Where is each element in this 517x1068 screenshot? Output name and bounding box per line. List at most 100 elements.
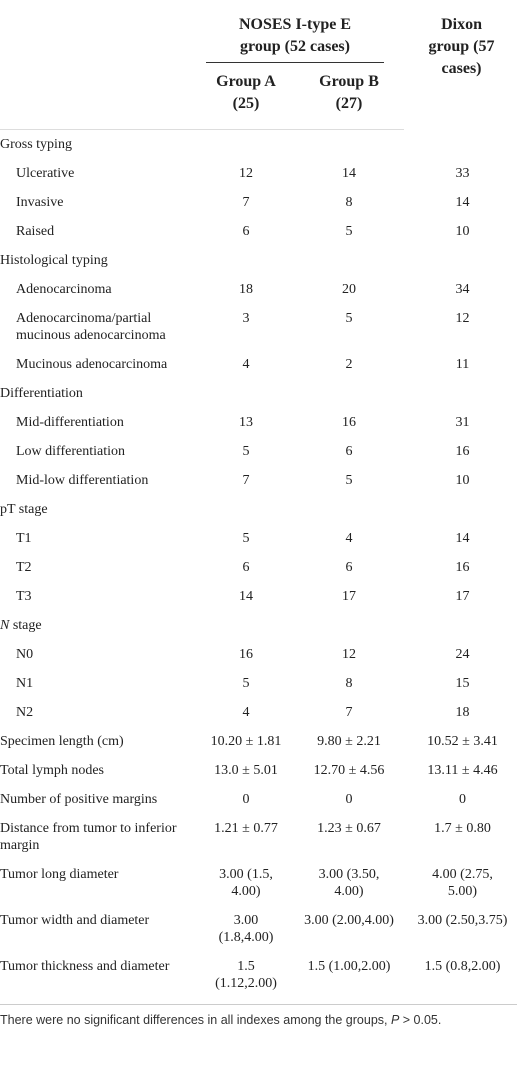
cell-value: 5 <box>345 311 353 326</box>
cell-value: 24 <box>455 647 470 662</box>
row-label: Adenocarcinoma/partial mucinous adenocar… <box>16 311 166 343</box>
cell-value: 1.7 ± 0.80 <box>434 821 491 836</box>
cell-value: 34 <box>455 282 470 297</box>
cell-value: 16 <box>239 647 253 662</box>
cell-value: 13.0 ± 5.01 <box>214 763 278 778</box>
cell-value: 5 <box>242 531 250 546</box>
cell-value: 5 <box>345 224 353 239</box>
cell-value: 4 <box>242 357 250 372</box>
section-title: Differentiation <box>0 386 83 401</box>
cell-value: 7 <box>242 473 250 488</box>
row-label: Total lymph nodes <box>0 763 105 778</box>
table-row: Raised 6 5 10 <box>0 217 517 246</box>
row-label: N2 <box>16 705 34 720</box>
section-row: pT stage <box>0 495 517 524</box>
section-row: Differentiation <box>0 379 517 408</box>
row-label: T1 <box>16 531 32 546</box>
row-label: Adenocarcinoma <box>16 282 112 297</box>
cell-value: 0 <box>459 792 467 807</box>
table-row: N1 5 8 15 <box>0 669 517 698</box>
row-label: Tumor width and diameter <box>0 913 150 928</box>
cell-value: 4 <box>242 705 250 720</box>
cell-value: 6 <box>345 560 353 575</box>
row-label: Ulcerative <box>16 166 75 181</box>
cell-value: 1.23 ± 0.67 <box>317 821 381 836</box>
cell-value: 7 <box>345 705 353 720</box>
section-title-text: stage <box>9 618 42 633</box>
table-row: Mid-differentiation 13 16 31 <box>0 408 517 437</box>
row-label: Mid-low differentiation <box>16 473 149 488</box>
cell-value: 1.21 ± 0.77 <box>214 821 278 836</box>
table-row: Tumor thickness and diameter 1.5 (1.12,2.… <box>0 952 517 998</box>
cell-value: 15 <box>455 676 470 691</box>
group-b-header: Group B (27) <box>294 67 405 130</box>
cell-value: 8 <box>345 676 353 691</box>
row-label: Distance from tumor to inferior margin <box>0 821 177 853</box>
cell-value: 11 <box>455 357 470 372</box>
cell-value: 0 <box>345 792 353 807</box>
cell-value: 5 <box>345 473 353 488</box>
table-row: N0 16 12 24 <box>0 640 517 669</box>
cell-value: 10.52 ± 3.41 <box>427 734 498 749</box>
cell-value: 12 <box>342 647 356 662</box>
cell-value: 9.80 ± 2.21 <box>317 734 381 749</box>
table-row: Total lymph nodes 13.0 ± 5.01 12.70 ± 4.56… <box>0 756 517 785</box>
cell-value: 3.00 (1.5, 4.00) <box>219 867 273 899</box>
table-row: Mucinous adenocarcinoma 4 2 11 <box>0 350 517 379</box>
cell-value: 4 <box>345 531 353 546</box>
section-title: N stage <box>0 611 517 640</box>
cell-value: 10 <box>455 473 470 488</box>
cell-value: 3 <box>242 311 250 326</box>
section-title: pT stage <box>0 502 48 517</box>
cell-value: 13.11 ± 4.46 <box>427 763 498 778</box>
cell-value: 0 <box>242 792 250 807</box>
row-label: Mucinous adenocarcinoma <box>16 357 168 372</box>
cell-value: 1.5 (0.8,2.00) <box>424 959 501 974</box>
table-row: N2 4 7 18 <box>0 698 517 727</box>
section-title: Gross typing <box>0 137 72 152</box>
cell-value: 33 <box>455 166 470 181</box>
table-row: T3 14 17 17 <box>0 582 517 611</box>
page: NOSES I-type E group (52 cases) Dixon gr… <box>0 10 517 1068</box>
table-row: Adenocarcinoma 18 20 34 <box>0 275 517 304</box>
row-label: Low differentiation <box>16 444 125 459</box>
table-row: Invasive 7 8 14 <box>0 188 517 217</box>
row-label: Raised <box>16 224 55 239</box>
data-table: NOSES I-type E group (52 cases) Dixon gr… <box>0 10 517 998</box>
cell-value: 16 <box>455 444 470 459</box>
cell-value: 12 <box>455 311 470 326</box>
cell-value: 14 <box>239 589 253 604</box>
row-label: T2 <box>16 560 32 575</box>
cell-value: 3.00 (2.50,3.75) <box>417 913 508 928</box>
row-label: Invasive <box>16 195 64 210</box>
cell-value: 18 <box>455 705 470 720</box>
table-row: Specimen length (cm) 10.20 ± 1.81 9.80 ± 2… <box>0 727 517 756</box>
footnote-rest: > 0.05. <box>399 1013 442 1027</box>
table-body: Gross typing Ulcerative 12 14 33 Invasive 7 8 14… <box>0 130 517 999</box>
section-row: Histological typing <box>0 246 517 275</box>
span-header: NOSES I-type E group (52 cases) <box>198 10 404 67</box>
footnote: There were no significant differences in… <box>0 1004 517 1027</box>
cell-value: 31 <box>455 415 470 430</box>
cell-value: 14 <box>455 531 470 546</box>
cell-value: 10.20 ± 1.81 <box>210 734 282 749</box>
section-row: Gross typing <box>0 130 517 160</box>
cell-value: 5 <box>242 676 250 691</box>
cell-value: 6 <box>345 444 353 459</box>
table-row: Tumor width and diameter 3.00 (1.8,4.00) 3… <box>0 906 517 952</box>
table-row: Adenocarcinoma/partial mucinous adenocar… <box>0 304 517 350</box>
cell-value: 17 <box>342 589 356 604</box>
row-label: N0 <box>16 647 34 662</box>
cell-value: 6 <box>242 224 250 239</box>
cell-value: 10 <box>455 224 470 239</box>
table-row: Mid-low differentiation 7 5 10 <box>0 466 517 495</box>
section-row: N stage <box>0 611 517 640</box>
cell-value: 17 <box>455 589 470 604</box>
table-row: T1 5 4 14 <box>0 524 517 553</box>
section-title: Histological typing <box>0 253 108 268</box>
cell-value: 12.70 ± 4.56 <box>313 763 385 778</box>
cell-value: 6 <box>242 560 250 575</box>
cell-value: 3.00 (2.00,4.00) <box>304 913 394 928</box>
footnote-text: There were no significant differences in… <box>0 1013 391 1027</box>
table-row: Distance from tumor to inferior margin 1.… <box>0 814 517 860</box>
